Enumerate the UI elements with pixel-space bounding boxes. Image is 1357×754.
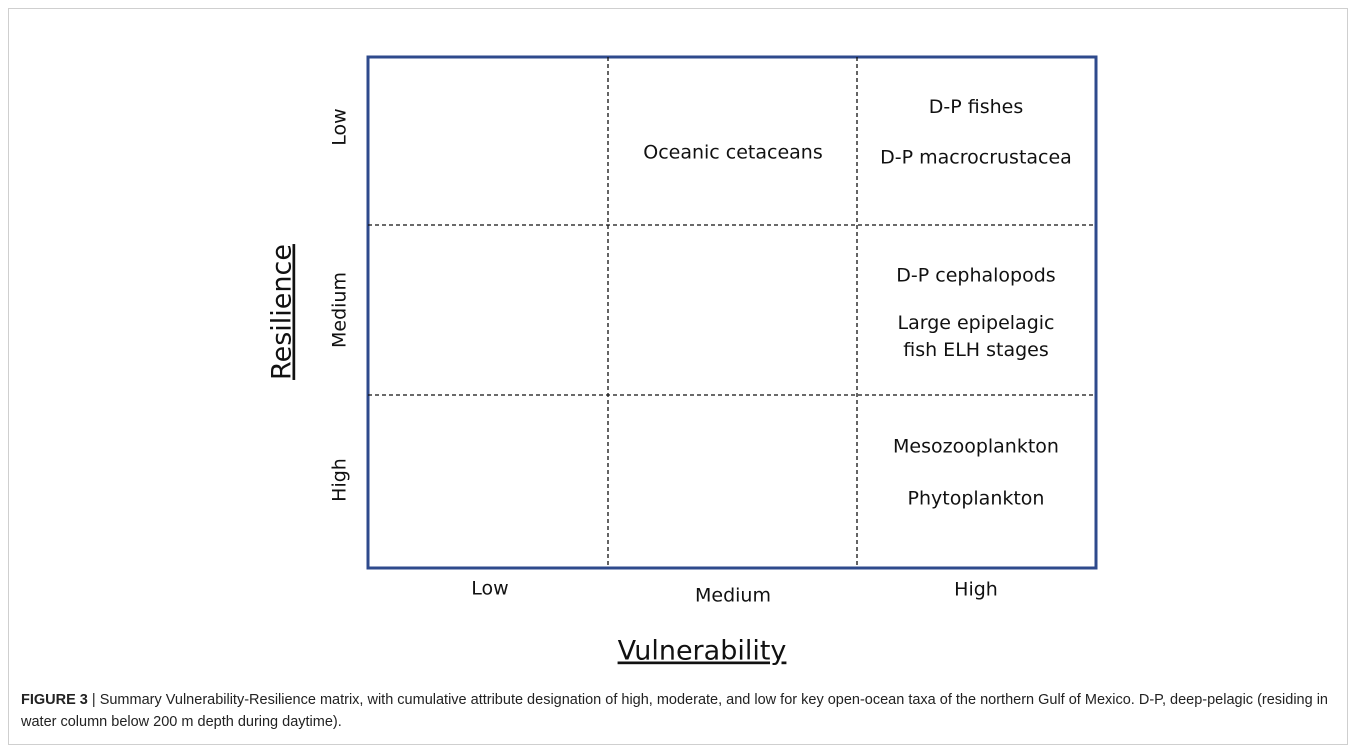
caption: FIGURE 3 | Summary Vulnerability-Resilie… bbox=[21, 689, 1341, 733]
caption-label: FIGURE 3 bbox=[21, 692, 88, 708]
caption-text: | Summary Vulnerability-Resilience matri… bbox=[21, 692, 1328, 730]
y-axis-title: Resilience bbox=[267, 244, 298, 380]
row-label: High bbox=[329, 458, 351, 502]
column-label: High bbox=[954, 579, 998, 601]
cell-item: D-P fishes bbox=[929, 96, 1023, 118]
figure-frame bbox=[8, 8, 1348, 745]
row-label: Low bbox=[329, 108, 351, 145]
cell-item: fish ELH stages bbox=[903, 339, 1049, 361]
x-axis-title: Vulnerability bbox=[618, 636, 787, 667]
column-label: Medium bbox=[695, 585, 771, 607]
cell-item: Large epipelagic bbox=[898, 312, 1055, 334]
cell-item: Phytoplankton bbox=[908, 487, 1045, 509]
column-label: Low bbox=[471, 578, 508, 600]
cell-item: D-P cephalopods bbox=[896, 265, 1055, 287]
cell-item: D-P macrocrustacea bbox=[880, 146, 1072, 168]
cell-item: Mesozooplankton bbox=[893, 435, 1059, 457]
cell-item: Oceanic cetaceans bbox=[643, 141, 823, 163]
row-label: Medium bbox=[329, 272, 351, 348]
matrix-border bbox=[366, 55, 1098, 570]
matrix: Resilience Vulnerability Low Medium High Lo… bbox=[267, 55, 1098, 667]
